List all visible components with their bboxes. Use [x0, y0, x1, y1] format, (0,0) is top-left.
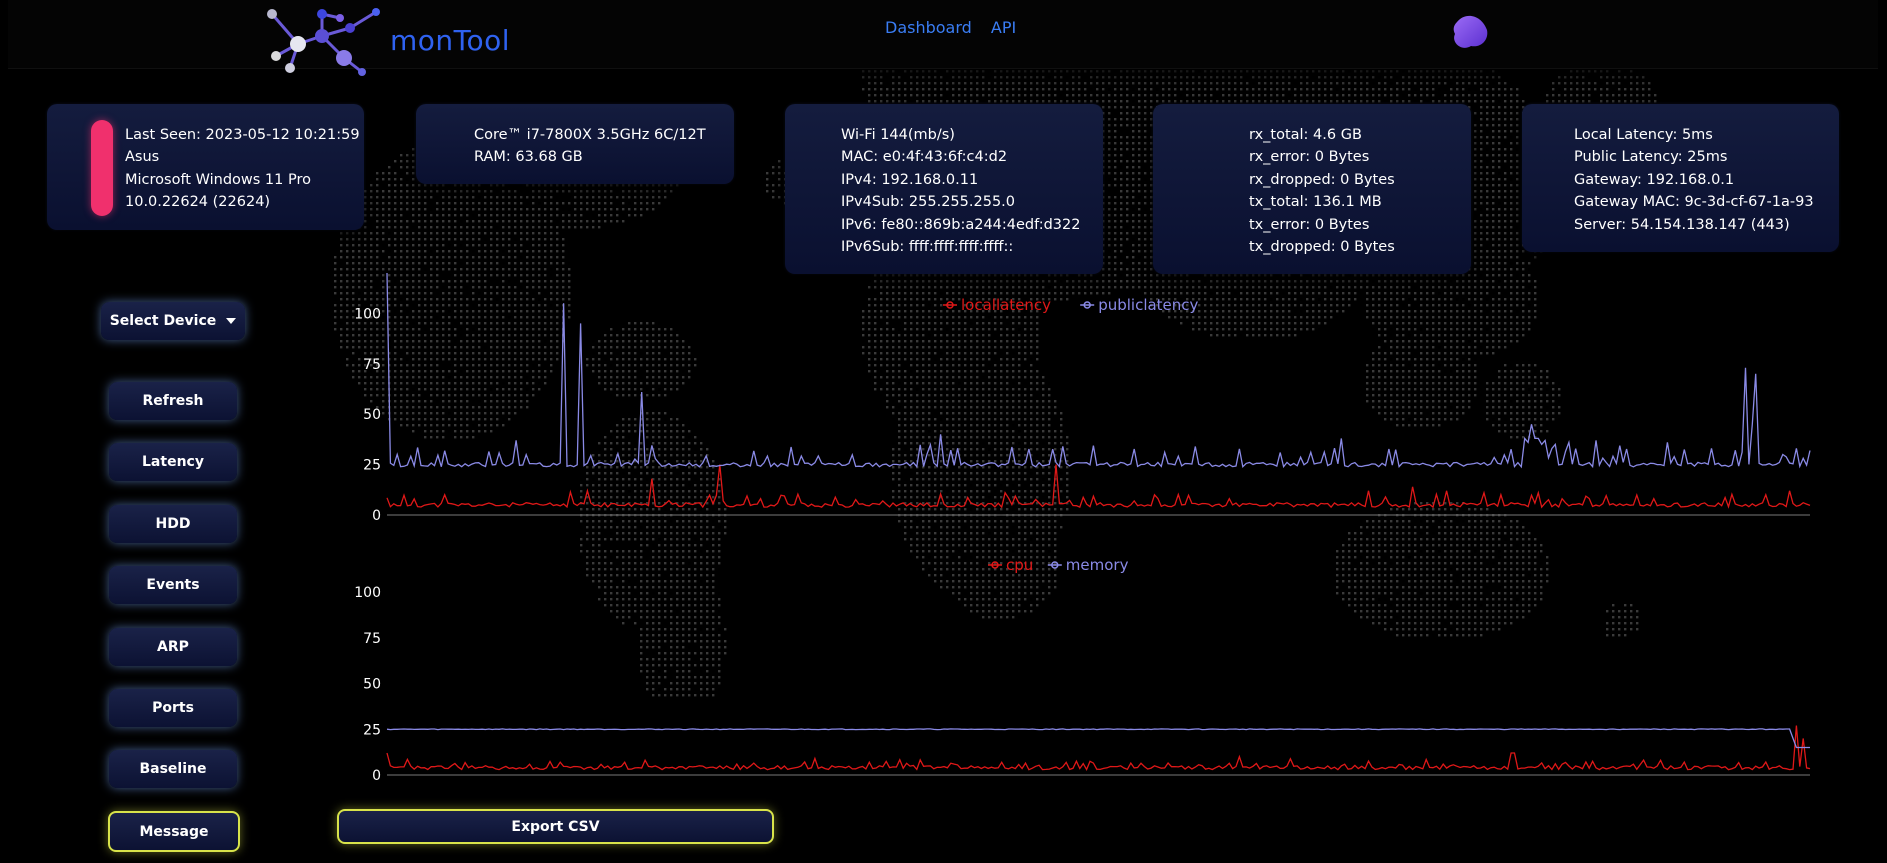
tx-dropped-text: tx_dropped: 0 Bytes [1249, 239, 1395, 256]
server-text: Server: 54.154.138.147 (443) [1574, 216, 1790, 233]
mac-address-text: MAC: e0:4f:43:6f:c4:d2 [841, 149, 1008, 166]
os-build-text: 10.0.22624 (22624) [125, 194, 271, 211]
ipv4-text: IPv4: 192.168.0.11 [841, 171, 979, 188]
latency-info-card: Local Latency: 5ms Public Latency: 25ms … [1522, 104, 1839, 252]
chevron-down-icon [226, 318, 237, 324]
tx-total-text: tx_total: 136.1 MB [1249, 194, 1382, 211]
message-button[interactable]: Message [108, 811, 240, 852]
os-name-text: Microsoft Windows 11 Pro [125, 171, 311, 188]
export-csv-label: Export CSV [511, 818, 600, 835]
export-csv-button[interactable]: Export CSV [337, 809, 774, 844]
refresh-button[interactable]: Refresh [109, 382, 237, 420]
rx-total-text: rx_total: 4.6 GB [1249, 127, 1362, 143]
ipv6-subnet-text: IPv6Sub: ffff:ffff:ffff:ffff:: [841, 239, 1014, 256]
ram-text: RAM: 63.68 GB [474, 149, 583, 166]
refresh-button-label: Refresh [142, 393, 204, 409]
latency-button[interactable]: Latency [109, 443, 237, 481]
hardware-info-card: Core™ i7-7800X 3.5GHz 6C/12T RAM: 63.68 … [416, 104, 734, 184]
network-info-card: Wi-Fi 144(mb/s) MAC: e0:4f:43:6f:c4:d2 I… [785, 104, 1103, 274]
public-latency-text: Public Latency: 25ms [1574, 149, 1728, 166]
gateway-text: Gateway: 192.168.0.1 [1574, 171, 1735, 188]
rx-error-text: rx_error: 0 Bytes [1249, 149, 1370, 166]
local-latency-text: Local Latency: 5ms [1574, 127, 1713, 143]
hdd-button[interactable]: HDD [109, 505, 237, 543]
gateway-mac-text: Gateway MAC: 9c-3d-cf-67-1a-93 [1574, 194, 1814, 211]
brand-name: monTool [390, 24, 511, 57]
events-button[interactable]: Events [109, 566, 237, 604]
arp-button-label: ARP [157, 639, 189, 655]
message-button-label: Message [139, 823, 209, 840]
rx-dropped-text: rx_dropped: 0 Bytes [1249, 171, 1395, 188]
nav-link-dashboard[interactable]: Dashboard [885, 18, 972, 37]
traffic-info-card: rx_total: 4.6 GB rx_error: 0 Bytes rx_dr… [1153, 104, 1471, 274]
device-status-indicator [91, 120, 113, 216]
latency-button-label: Latency [142, 454, 204, 470]
baseline-button[interactable]: Baseline [109, 750, 237, 788]
select-device-dropdown[interactable]: Select Device [101, 302, 245, 340]
ipv6-text: IPv6: fe80::869b:a244:4edf:d322 [841, 216, 1081, 233]
arp-button[interactable]: ARP [109, 628, 237, 666]
events-button-label: Events [146, 577, 200, 593]
molecule-logo-icon [267, 8, 380, 76]
select-device-label: Select Device [109, 313, 217, 329]
main-nav: Dashboard API [885, 18, 1030, 37]
ports-button[interactable]: Ports [109, 689, 237, 727]
nav-link-api[interactable]: API [990, 18, 1017, 37]
user-avatar-blob-icon[interactable] [1451, 12, 1489, 52]
last-seen-text: Last Seen: 2023-05-12 10:21:59 [125, 127, 360, 143]
baseline-button-label: Baseline [139, 761, 207, 777]
device-manufacturer-text: Asus [125, 149, 160, 166]
device-info-card: Last Seen: 2023-05-12 10:21:59 Asus Micr… [47, 104, 364, 230]
cpu-text: Core™ i7-7800X 3.5GHz 6C/12T [474, 127, 706, 143]
wifi-speed-text: Wi-Fi 144(mb/s) [841, 127, 955, 143]
ports-button-label: Ports [152, 700, 194, 716]
hdd-button-label: HDD [155, 516, 191, 532]
ipv4-subnet-text: IPv4Sub: 255.255.255.0 [841, 194, 1015, 211]
tx-error-text: tx_error: 0 Bytes [1249, 216, 1370, 233]
